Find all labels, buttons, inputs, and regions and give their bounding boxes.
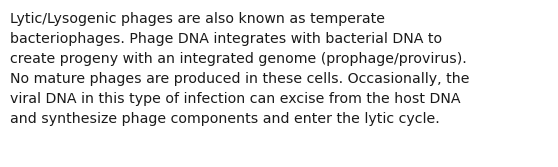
Text: Lytic/Lysogenic phages are also known as temperate
bacteriophages. Phage DNA int: Lytic/Lysogenic phages are also known as…: [10, 12, 469, 126]
